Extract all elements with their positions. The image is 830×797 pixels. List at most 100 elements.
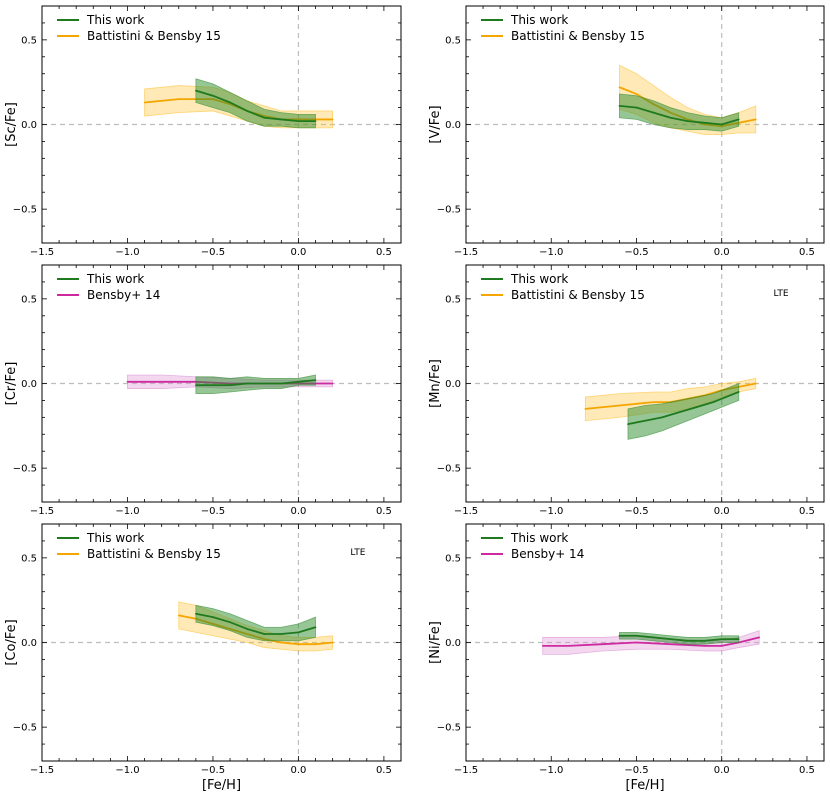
data-point-bensby [160, 381, 163, 383]
ticks [465, 264, 825, 503]
data-point-this_work [280, 382, 283, 385]
series-line-this_work [195, 89, 316, 123]
legend-entry: This work [86, 531, 144, 545]
y-tick-label: 0.5 [21, 294, 37, 305]
x-tick-label: −0.5 [201, 765, 225, 776]
y-tick-label: −0.5 [437, 205, 461, 216]
y-tick-label: −0.5 [437, 464, 461, 475]
data-point-this_work [737, 118, 740, 121]
data-point-this_work [678, 411, 680, 414]
data-point-this_work [212, 94, 214, 97]
legend-entry: This work [510, 13, 568, 27]
ticks [41, 523, 402, 762]
data-point-this_work [737, 391, 740, 393]
data-point-this_work [669, 116, 672, 119]
y-axis-label: [Co/Fe] [4, 619, 19, 665]
series-line-this_work [195, 612, 316, 635]
data-point-this_work [635, 634, 638, 637]
data-point-this_work [297, 631, 300, 634]
x-tick-label: 0.0 [714, 247, 730, 258]
data-point-this_work [246, 382, 248, 385]
series-line-this_work [619, 634, 739, 642]
data-point-this_work [229, 384, 231, 386]
error-band-this_work [619, 93, 740, 132]
series-this_work [195, 78, 317, 129]
data-point-this_work [703, 122, 706, 124]
data-point-bensby [601, 643, 604, 645]
x-tick-label: −0.5 [624, 247, 648, 258]
ticks [465, 523, 825, 762]
data-point-this_work [314, 379, 317, 381]
x-tick-label: −1.5 [30, 506, 54, 517]
y-tick-label: 0.5 [21, 35, 37, 46]
lte-note: LTE [350, 548, 365, 558]
data-point-battistini [635, 93, 638, 95]
data-point-this_work [661, 416, 663, 419]
series-this_work [195, 604, 317, 642]
y-tick-label: 0.5 [445, 553, 461, 564]
data-point-this_work [314, 626, 317, 629]
x-tick-label: −1.5 [454, 247, 478, 258]
data-point-battistini [755, 118, 757, 121]
y-axis-label: [Ni/Fe] [428, 621, 443, 664]
data-point-this_work [229, 101, 231, 104]
data-point-this_work [297, 120, 300, 122]
series-line-this_work [195, 379, 316, 387]
data-point-this_work [720, 638, 723, 640]
data-point-battistini [331, 641, 334, 644]
legend-entry: This work [86, 272, 144, 286]
panel-5: −1.5 −1.0 −0.5 0.0 0.5 −0.5 0.0 0.5 [Co/Fe] [Fe/H… [4, 523, 402, 793]
data-point-this_work [618, 634, 621, 637]
x-tick-label: 0.5 [799, 247, 815, 258]
data-point-this_work [263, 116, 266, 119]
data-point-this_work [263, 633, 266, 635]
x-tick-label: −1.0 [115, 765, 139, 776]
data-point-battistini [652, 401, 655, 403]
x-tick-label: −1.0 [115, 247, 139, 258]
y-axis-label: [Mn/Fe] [428, 359, 443, 408]
ticks [41, 264, 402, 503]
data-point-this_work [212, 384, 214, 386]
y-tick-label: 0.0 [445, 638, 461, 649]
legend-entry: This work [510, 272, 568, 286]
data-point-this_work [695, 406, 697, 409]
x-tick-label: 0.5 [799, 765, 815, 776]
data-point-this_work [712, 401, 714, 403]
y-tick-label: −0.5 [13, 464, 37, 475]
data-point-bensby [703, 645, 706, 647]
lte-note: LTE [774, 289, 789, 299]
x-tick-label: 0.5 [376, 506, 392, 517]
panel-2: −1.5 −1.0 −0.5 0.0 0.5 −0.5 0.0 0.5 [V/Fe] This w… [428, 5, 825, 258]
x-tick-label: −1.0 [539, 765, 563, 776]
data-point-this_work [229, 621, 231, 623]
data-point-this_work [280, 633, 283, 635]
y-tick-label: −0.5 [13, 723, 37, 734]
legend: This work Battistini & Bensby 15 [481, 272, 645, 302]
data-point-battistini [314, 643, 317, 645]
data-point-this_work [627, 423, 629, 425]
error-band-this_work [195, 604, 316, 642]
data-point-battistini [331, 118, 334, 121]
data-point-bensby [541, 645, 544, 647]
data-point-this_work [635, 106, 638, 109]
data-point-bensby [635, 641, 638, 644]
x-tick-label: −0.5 [624, 506, 648, 517]
data-point-this_work [737, 638, 740, 640]
data-point-this_work [246, 110, 248, 112]
x-tick-label: 0.0 [714, 506, 730, 517]
error-band-this_work [195, 78, 316, 129]
data-point-battistini [618, 86, 621, 89]
data-point-bensby [669, 643, 672, 645]
legend: This work Battistini & Bensby 15 [481, 13, 645, 43]
x-tick-label: −1.0 [539, 247, 563, 258]
data-point-battistini [177, 98, 180, 100]
y-tick-label: −0.5 [437, 723, 461, 734]
legend-entry: Battistini & Bensby 15 [87, 29, 221, 43]
series-line-this_work [627, 391, 740, 426]
x-tick-label: 0.5 [799, 506, 815, 517]
legend: This work Bensby+ 14 [57, 272, 160, 302]
y-tick-label: 0.5 [21, 553, 37, 564]
x-tick-label: 0.5 [376, 765, 392, 776]
data-point-bensby [567, 645, 570, 647]
